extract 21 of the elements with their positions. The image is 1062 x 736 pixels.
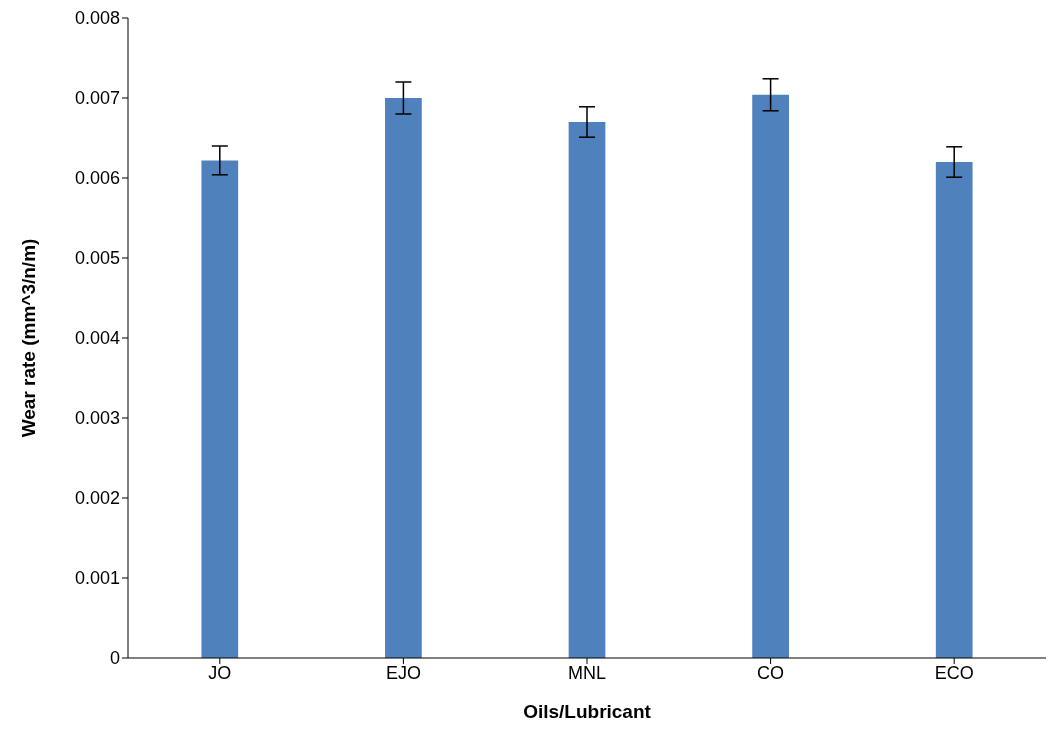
x-tick-label: ECO bbox=[934, 662, 974, 683]
bar bbox=[935, 162, 973, 658]
y-tick-label: 0.005 bbox=[74, 248, 120, 269]
bar bbox=[752, 94, 789, 658]
y-tick-label: 0.002 bbox=[74, 488, 120, 509]
y-tick-label: 0.001 bbox=[74, 568, 120, 589]
x-tick-label: JO bbox=[208, 662, 232, 683]
y-tick-label: 0.004 bbox=[74, 328, 120, 349]
y-tick-label: 0.007 bbox=[74, 88, 120, 109]
x-axis-title: Oils/Lubricant bbox=[523, 701, 652, 722]
x-tick-label: MNL bbox=[567, 662, 607, 683]
y-tick-label: 0.008 bbox=[74, 8, 120, 29]
x-tick-label: EJO bbox=[385, 662, 421, 683]
bar bbox=[568, 122, 606, 658]
y-axis-title: Wear rate (mm^3/n/m) bbox=[17, 238, 39, 438]
bar bbox=[201, 160, 239, 658]
x-tick-label: CO bbox=[757, 662, 785, 683]
y-tick-label: 0.006 bbox=[74, 168, 120, 189]
y-tick-label: 0 bbox=[109, 648, 120, 669]
y-tick-label: 0.003 bbox=[74, 408, 120, 429]
bar bbox=[385, 98, 422, 658]
